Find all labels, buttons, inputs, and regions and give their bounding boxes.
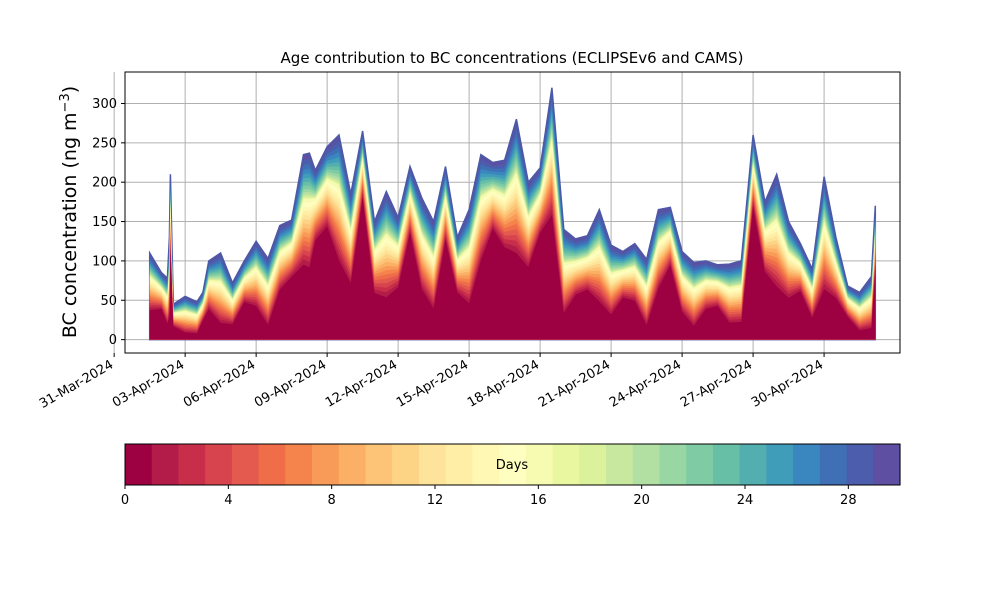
colorbar-swatch — [418, 444, 447, 485]
y-tick-label: 200 — [92, 176, 117, 191]
colorbar-tick-label: 12 — [427, 493, 444, 508]
colorbar-swatch — [151, 444, 180, 485]
colorbar-swatch — [632, 444, 661, 485]
stacked-age-areas — [148, 87, 877, 341]
y-tick-label: 50 — [100, 294, 117, 309]
colorbar-swatch — [819, 444, 848, 485]
colorbar-swatch — [525, 444, 554, 485]
y-axis-label-text: BC concentration (ng m — [59, 112, 81, 338]
colorbar-swatch — [846, 444, 874, 485]
colorbar-swatch — [365, 444, 393, 485]
colorbar-swatch — [205, 444, 233, 485]
colorbar-swatch — [258, 444, 286, 485]
colorbar-swatch — [312, 444, 340, 485]
colorbar-tick-label: 24 — [737, 493, 754, 508]
colorbar-swatch — [579, 444, 607, 485]
y-tick-label: 100 — [92, 254, 117, 269]
colorbar-swatch — [766, 444, 794, 485]
colorbar-swatch — [125, 444, 153, 485]
y-tick-label: 250 — [92, 136, 117, 151]
chart-title: Age contribution to BC concentrations (E… — [281, 49, 744, 67]
colorbar-label: Days — [496, 458, 529, 473]
colorbar-tick-label: 8 — [328, 493, 336, 508]
colorbar-swatch — [552, 444, 580, 485]
age-band-area — [149, 197, 876, 340]
colorbar-tick-label: 0 — [121, 493, 129, 508]
colorbar-swatch — [712, 444, 741, 485]
colorbar-swatch — [472, 444, 500, 485]
y-tick-label: 150 — [92, 215, 117, 230]
colorbar-tick-label: 4 — [224, 493, 232, 508]
colorbar-tick-label: 28 — [840, 493, 857, 508]
colorbar: 0 4 8 12 16 20 24 28 — [121, 443, 901, 508]
y-tick-label: 0 — [109, 333, 117, 348]
y-axis-label: BC concentration (ng m−3) — [58, 86, 81, 338]
y-axis: 0 50 100 150 200 250 300 — [92, 97, 125, 348]
colorbar-swatch — [392, 444, 420, 485]
colorbar-swatch — [739, 444, 767, 485]
colorbar-swatch — [231, 444, 260, 485]
colorbar-tick-label: 16 — [530, 493, 547, 508]
y-tick-label: 300 — [92, 97, 117, 112]
colorbar-swatch — [499, 444, 527, 485]
colorbar-swatch — [873, 444, 901, 485]
colorbar-frame — [124, 443, 901, 486]
plot-frame — [124, 71, 901, 354]
colorbar-swatch — [606, 444, 634, 485]
colorbar-swatch — [445, 444, 474, 485]
colorbar-swatch — [285, 444, 313, 485]
y-axis-label-close: ) — [59, 86, 81, 93]
colorbar-swatch — [686, 444, 714, 485]
colorbar-swatch — [178, 444, 206, 485]
colorbar-swatch — [659, 444, 687, 485]
colorbar-tick-label: 20 — [633, 493, 650, 508]
colorbar-swatch — [338, 444, 367, 485]
colorbar-swatch — [793, 444, 821, 485]
y-axis-label-exponent: −3 — [58, 93, 73, 112]
